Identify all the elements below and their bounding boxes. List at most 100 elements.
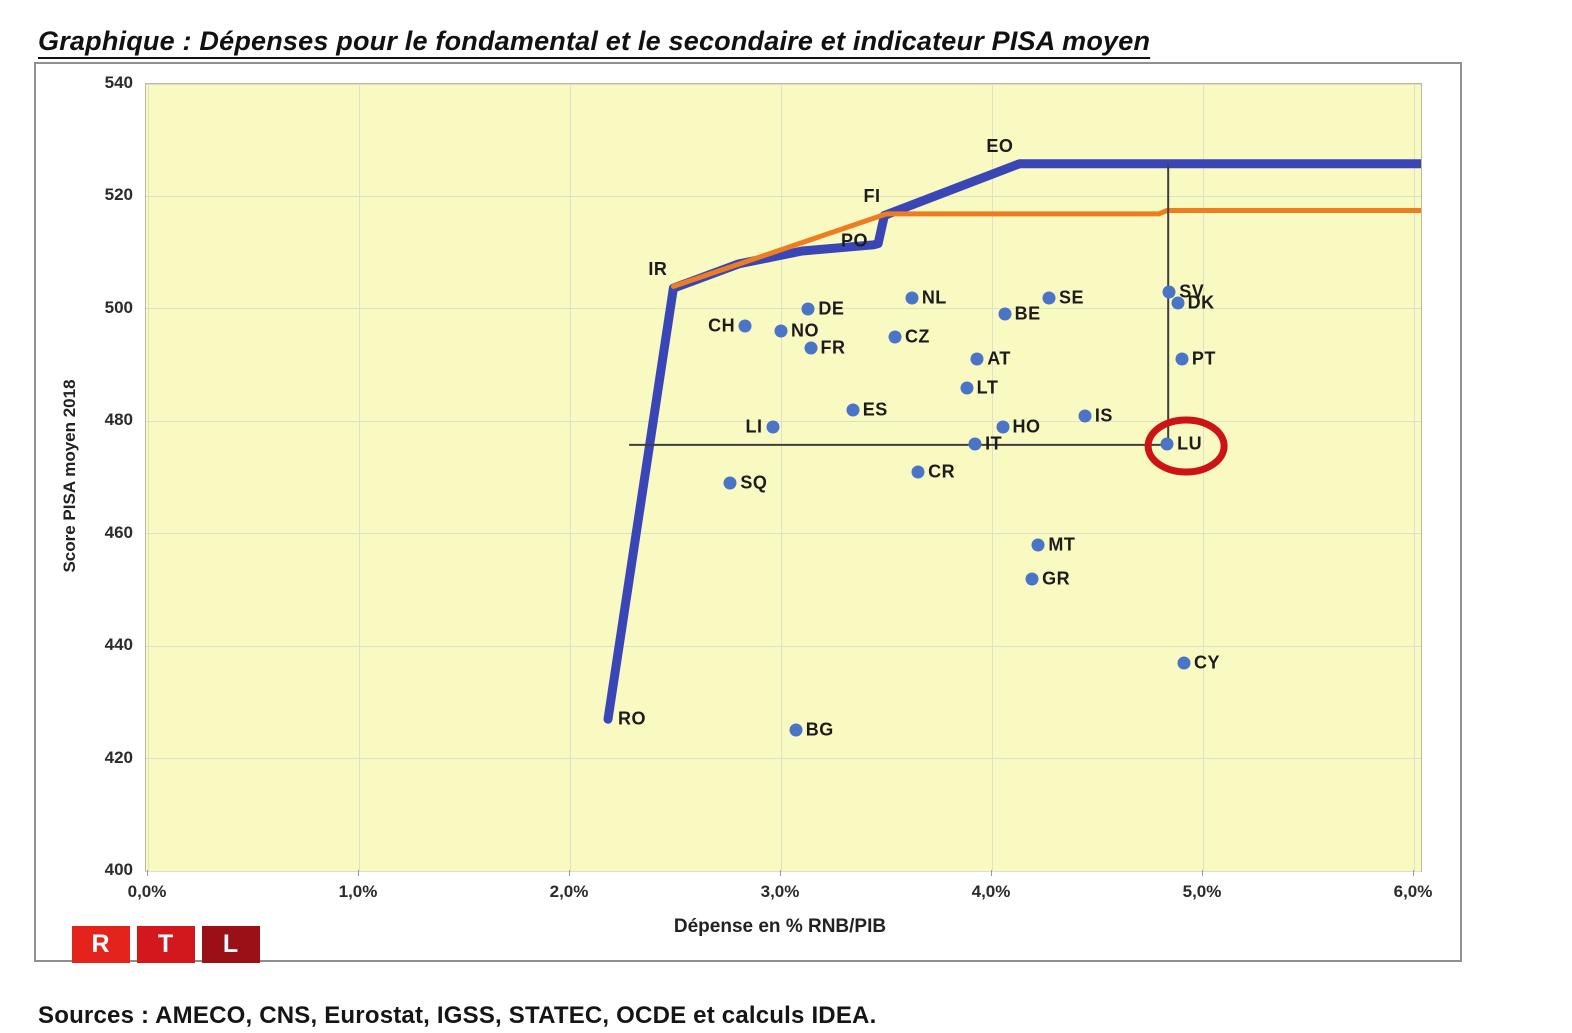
point-dot-CY <box>1177 656 1191 670</box>
point-label-AT: AT <box>987 348 1011 369</box>
y-tick-400: 400 <box>104 860 133 879</box>
point-dot-SE <box>1042 291 1056 305</box>
point-label-SQ: SQ <box>740 472 768 493</box>
point-dot-NO <box>774 324 788 338</box>
point-dot-SQ <box>723 476 737 490</box>
point-label-MT: MT <box>1048 534 1076 555</box>
point-label-IR: IR <box>648 259 668 280</box>
point-label-LU: LU <box>1177 433 1203 454</box>
point-label-DE: DE <box>818 298 845 319</box>
rtl-logo-letter-T: T <box>137 926 195 963</box>
point-dot-DK <box>1171 296 1185 310</box>
gridline-vertical-5 <box>1202 84 1204 871</box>
sources-text: Sources : AMECO, CNS, Eurostat, IGSS, ST… <box>38 1002 877 1029</box>
point-label-NO: NO <box>791 320 819 341</box>
point-label-FI: FI <box>863 186 881 207</box>
point-dot-HO <box>996 420 1010 434</box>
y-tick-460: 460 <box>104 522 133 542</box>
point-label-ES: ES <box>862 399 888 420</box>
point-dot-GR <box>1025 572 1039 586</box>
point-label-FR: FR <box>820 337 846 358</box>
point-label-SV: SV <box>1179 281 1205 302</box>
point-dot-MT <box>1031 538 1045 552</box>
gridline-vertical-3 <box>780 84 782 871</box>
point-dot-BG <box>789 723 803 737</box>
gridline-horizontal-440 <box>146 645 1421 647</box>
point-dot-LT <box>960 381 974 395</box>
point-dot-CH <box>738 319 752 333</box>
point-label-GR: GR <box>1042 568 1071 589</box>
y-tick-500: 500 <box>104 297 133 317</box>
point-dot-CR <box>911 465 925 479</box>
point-dot-DE <box>801 302 815 316</box>
x-tick-mark <box>1202 870 1203 876</box>
gridline-vertical-0 <box>147 84 149 871</box>
y-tick-420: 420 <box>104 747 133 767</box>
point-label-SE: SE <box>1058 287 1084 308</box>
y-tick-480: 480 <box>104 410 133 430</box>
point-dot-LU <box>1160 437 1174 451</box>
point-label-IT: IT <box>985 433 1003 454</box>
x-tick-1,0%: 1,0% <box>338 882 378 901</box>
gridline-horizontal-460 <box>146 533 1421 535</box>
point-dot-IS <box>1078 409 1092 423</box>
point-label-NL: NL <box>921 287 947 308</box>
point-dot-BE <box>998 307 1012 321</box>
x-tick-mark <box>1413 870 1414 876</box>
point-label-PT: PT <box>1191 348 1216 369</box>
point-dot-CZ <box>888 330 902 344</box>
point-label-LT: LT <box>976 377 999 398</box>
point-dot-NL <box>905 291 919 305</box>
x-tick-mark <box>569 870 570 876</box>
point-dot-SV <box>1162 285 1176 299</box>
lu-highlight-circle <box>1144 416 1228 476</box>
point-label-IS: IS <box>1094 405 1113 426</box>
gridline-vertical-2 <box>569 84 571 871</box>
point-label-LI: LI <box>745 416 763 437</box>
rtl-logo-letter-R: R <box>72 926 130 963</box>
point-label-RO: RO <box>617 708 646 729</box>
gridline-horizontal-420 <box>146 758 1421 760</box>
frontier-blue <box>603 159 1421 724</box>
gridline-horizontal-540 <box>146 83 1421 85</box>
point-label-CH: CH <box>708 315 736 336</box>
point-dot-AT <box>970 352 984 366</box>
y-tick-440: 440 <box>104 635 133 655</box>
gridline-horizontal-400 <box>146 870 1421 872</box>
x-tick-6,0%: 6,0% <box>1393 882 1433 901</box>
point-label-DK: DK <box>1187 292 1215 313</box>
y-tick-540: 540 <box>104 73 133 92</box>
point-label-BE: BE <box>1014 303 1041 324</box>
x-tick-0,0%: 0,0% <box>127 882 167 901</box>
point-label-CZ: CZ <box>904 326 930 347</box>
x-tick-3,0%: 3,0% <box>760 882 800 901</box>
point-label-PO: PO <box>841 230 869 251</box>
y-axis-title: Score PISA moyen 2018 <box>60 379 79 573</box>
x-tick-mark <box>358 870 359 876</box>
x-tick-2,0%: 2,0% <box>549 882 589 901</box>
y-tick-520: 520 <box>104 185 133 205</box>
point-dot-IT <box>968 437 982 451</box>
point-label-CY: CY <box>1194 652 1221 673</box>
x-tick-4,0%: 4,0% <box>971 882 1011 901</box>
x-tick-5,0%: 5,0% <box>1182 882 1222 901</box>
point-label-CR: CR <box>928 461 956 482</box>
x-tick-mark <box>147 870 148 876</box>
point-dot-LI <box>766 420 780 434</box>
x-tick-mark <box>991 870 992 876</box>
point-label-HO: HO <box>1012 416 1041 437</box>
rtl-logo-letter-L: L <box>202 926 260 963</box>
line-orange <box>670 208 1421 289</box>
gridline-horizontal-480 <box>146 420 1421 422</box>
point-label-BG: BG <box>805 719 834 740</box>
page-title: Graphique : Dépenses pour le fondamental… <box>38 26 1151 57</box>
plot-lines-layer <box>603 159 1421 724</box>
gridline-vertical-1 <box>358 84 360 871</box>
point-dot-ES <box>846 403 860 417</box>
gridline-vertical-4 <box>991 84 993 871</box>
x-tick-mark <box>780 870 781 876</box>
plot-area: RO IR PO FI EO CH NO DE FR CZ NL BE SE SV DK PT AT LT ES LI… <box>145 83 1422 872</box>
gridline-vertical-6 <box>1413 84 1415 871</box>
